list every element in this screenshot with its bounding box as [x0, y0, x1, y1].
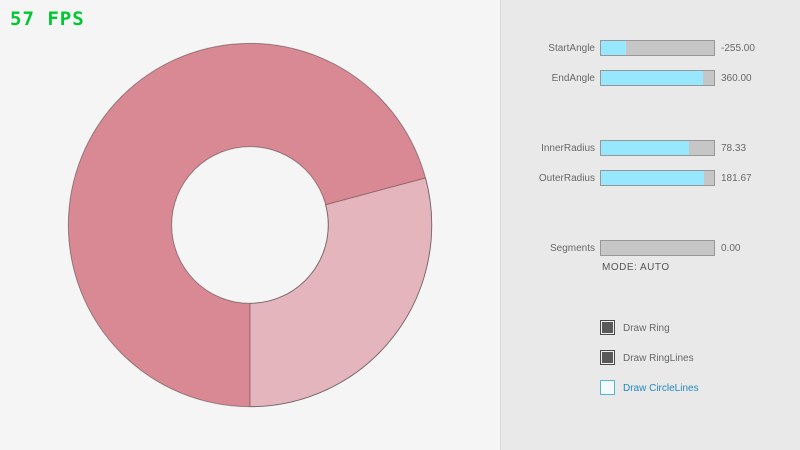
draw-circlelines-label: Draw CircleLines — [623, 383, 699, 394]
startangle-label: StartAngle — [548, 43, 595, 54]
draw-circlelines-checkbox[interactable] — [600, 380, 615, 395]
checkbox-row-draw-circlelines: Draw CircleLines — [0, 380, 800, 396]
outerradius-label: OuterRadius — [538, 173, 595, 184]
segments-label: Segments — [549, 243, 595, 254]
slider-row-outerradius: OuterRadius 181.67 — [0, 170, 800, 186]
ring-single-region — [249, 177, 433, 408]
endangle-slider[interactable] — [600, 70, 715, 86]
outerradius-value: 181.67 — [721, 173, 752, 184]
endangle-label: EndAngle — [551, 73, 595, 84]
checkbox-row-draw-ringlines: Draw RingLines — [0, 350, 800, 366]
startangle-value: -255.00 — [721, 43, 755, 54]
slider-row-segments: Segments 0.00 — [0, 240, 800, 256]
endangle-value: 360.00 — [721, 73, 752, 84]
mode-label: MODE: AUTO — [602, 262, 670, 273]
draw-ring-label: Draw Ring — [623, 323, 670, 334]
check-mark-icon — [602, 352, 613, 363]
startangle-slider[interactable] — [600, 40, 715, 56]
slider-row-startangle: StartAngle -255.00 — [0, 40, 800, 56]
draw-ringlines-label: Draw RingLines — [623, 353, 694, 364]
innerradius-slider-fill — [601, 141, 690, 155]
ring-canvas — [67, 42, 433, 408]
startangle-slider-fill — [601, 41, 626, 55]
slider-row-endangle: EndAngle 360.00 — [0, 70, 800, 86]
draw-ringlines-checkbox[interactable] — [600, 350, 615, 365]
innerradius-slider[interactable] — [600, 140, 715, 156]
check-mark-icon — [602, 322, 613, 333]
fps-counter: 57 FPS — [10, 8, 85, 30]
endangle-slider-fill — [601, 71, 703, 85]
draw-ring-checkbox[interactable] — [600, 320, 615, 335]
innerradius-label: InnerRadius — [541, 143, 595, 154]
checkbox-row-draw-ring: Draw Ring — [0, 320, 800, 336]
innerradius-value: 78.33 — [721, 143, 747, 154]
segments-slider[interactable] — [600, 240, 715, 256]
outerradius-slider-fill — [601, 171, 704, 185]
segments-value: 0.00 — [721, 243, 741, 254]
slider-row-innerradius: InnerRadius 78.33 — [0, 140, 800, 156]
outerradius-slider[interactable] — [600, 170, 715, 186]
